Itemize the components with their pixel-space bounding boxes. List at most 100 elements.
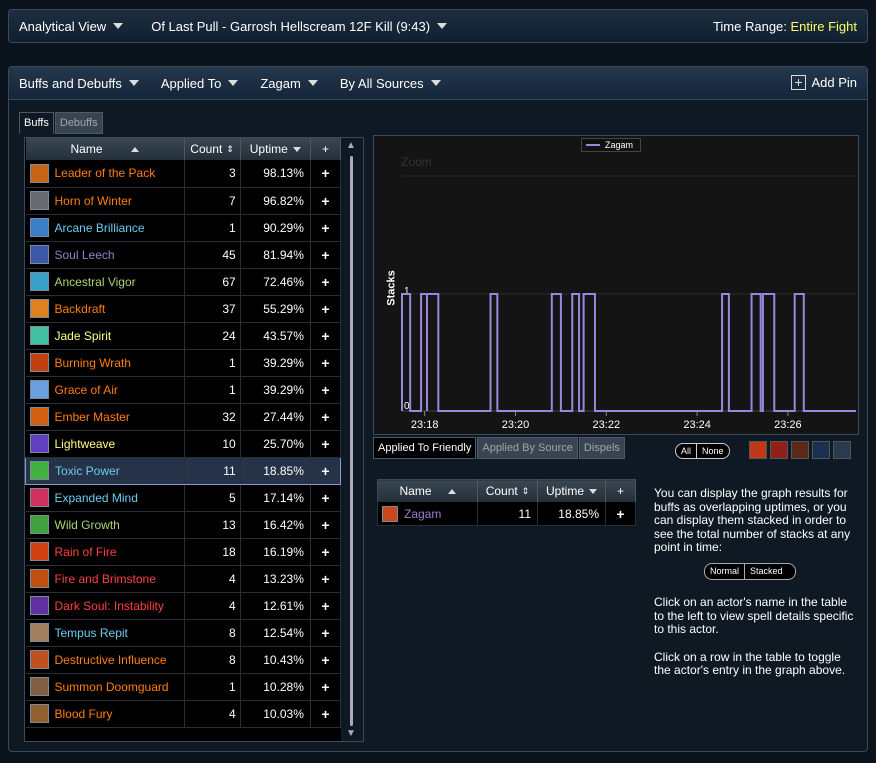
buff-name[interactable]: Lightweave (54, 436, 116, 451)
add-buff-button[interactable]: + (310, 295, 342, 323)
actor-row[interactable]: Zagam 11 18.85% + (377, 501, 636, 526)
buff-row[interactable]: Leader of the Pack 3 98.13% + (25, 160, 342, 188)
buff-row[interactable]: Fire and Brimstone 4 13.23% + (25, 565, 342, 593)
buff-name[interactable]: Burning Wrath (54, 355, 131, 370)
buff-name[interactable]: Arcane Brilliance (54, 220, 145, 235)
mode-dropdown[interactable]: Buffs and Debuffs (9, 76, 139, 91)
add-buff-button[interactable]: + (310, 214, 342, 242)
buff-name[interactable]: Leader of the Pack (54, 166, 156, 181)
tab-buffs[interactable]: Buffs (19, 112, 54, 134)
add-buff-button[interactable]: + (310, 376, 342, 404)
tab-debuffs[interactable]: Debuffs (54, 112, 103, 134)
flame-icon[interactable] (770, 441, 788, 459)
buff-name[interactable]: Ember Master (54, 409, 130, 424)
actor-name[interactable]: Zagam (404, 506, 442, 521)
add-buff-button[interactable]: + (310, 484, 342, 512)
buff-row[interactable]: Burning Wrath 1 39.29% + (25, 349, 342, 377)
scroll-thumb[interactable] (350, 156, 353, 726)
buff-name[interactable]: Horn of Winter (54, 193, 132, 208)
buff-name[interactable]: Ancestral Vigor (54, 274, 136, 289)
name-column-header[interactable]: Name (25, 138, 185, 160)
count-column-header[interactable]: Count ⇕ (184, 138, 241, 160)
actor-count-header[interactable]: Count ⇕ (477, 479, 538, 502)
add-buff-button[interactable]: + (310, 241, 342, 269)
tab-applied-to-friendly[interactable]: Applied To Friendly (373, 437, 477, 459)
buff-row[interactable]: Destructive Influence 8 10.43% + (25, 646, 342, 674)
add-buff-button[interactable]: + (310, 349, 342, 377)
buff-name[interactable]: Toxic Power (55, 463, 120, 478)
add-buff-button[interactable]: + (310, 565, 342, 593)
buff-name[interactable]: Dark Soul: Instability (54, 598, 164, 613)
buff-row[interactable]: Tempus Repit 8 12.54% + (25, 619, 342, 647)
actor-uptime-header[interactable]: Uptime (537, 479, 606, 502)
buff-row[interactable]: Soul Leech 45 81.94% + (25, 241, 342, 269)
actor-plus-header[interactable]: + (605, 479, 636, 502)
applied-to-dropdown[interactable]: Applied To (151, 76, 239, 91)
scroll-up-icon[interactable]: ▲ (346, 140, 356, 151)
add-actor-button[interactable]: + (605, 501, 636, 526)
buff-row[interactable]: Lightweave 10 25.70% + (25, 430, 342, 458)
uptime-column-header[interactable]: Uptime (240, 138, 311, 160)
buff-name[interactable]: Tempus Repit (54, 625, 128, 640)
buff-name[interactable]: Soul Leech (54, 247, 115, 262)
add-buff-button[interactable]: + (310, 646, 342, 674)
buff-name[interactable]: Summon Doomguard (54, 679, 169, 694)
tab-dispels[interactable]: Dispels (578, 437, 625, 459)
buff-row[interactable]: Jade Spirit 24 43.57% + (25, 322, 342, 350)
all-button[interactable]: All (681, 446, 692, 456)
buff-row[interactable]: Arcane Brilliance 1 90.29% + (25, 214, 342, 242)
buff-row[interactable]: Wild Growth 13 16.42% + (25, 511, 342, 539)
add-buff-button[interactable]: + (310, 268, 342, 296)
buff-row[interactable]: Grace of Air 1 39.29% + (25, 376, 342, 404)
tab-applied-by-source[interactable]: Applied By Source (477, 437, 578, 459)
buff-name[interactable]: Rain of Fire (54, 544, 117, 559)
buff-name[interactable]: Expanded Mind (54, 490, 138, 505)
scrollbar[interactable]: ▲ ▼ (341, 138, 363, 741)
buff-name[interactable]: Wild Growth (54, 517, 120, 532)
fight-dropdown[interactable]: Of Last Pull - Garrosh Hellscream 12F Ki… (123, 19, 448, 34)
add-buff-button[interactable]: + (310, 160, 342, 188)
add-buff-button[interactable]: + (310, 322, 342, 350)
nature-icon[interactable] (833, 441, 851, 459)
buff-row[interactable]: Blood Fury 4 10.03% + (25, 700, 342, 728)
buff-name[interactable]: Grace of Air (54, 382, 118, 397)
actor-dropdown[interactable]: Zagam (250, 76, 318, 91)
actor-name-header[interactable]: Name (377, 479, 478, 502)
add-buff-button[interactable]: + (310, 456, 342, 485)
buff-row[interactable]: Dark Soul: Instability 4 12.61% + (25, 592, 342, 620)
add-buff-button[interactable]: + (310, 538, 342, 566)
normal-button[interactable]: Normal (710, 565, 740, 576)
buff-name[interactable]: Fire and Brimstone (54, 571, 156, 586)
buff-row[interactable]: Rain of Fire 18 16.19% + (25, 538, 342, 566)
buff-row[interactable]: Toxic Power 11 18.85% + (25, 456, 342, 485)
add-buff-button[interactable]: + (310, 511, 342, 539)
plus-column-header[interactable]: + (310, 138, 342, 160)
buff-row[interactable]: Expanded Mind 5 17.14% + (25, 484, 342, 512)
stacked-button[interactable]: Stacked (744, 563, 788, 579)
buff-name[interactable]: Jade Spirit (54, 328, 112, 343)
chart-legend[interactable]: Zagam (581, 138, 641, 152)
fire-icon[interactable] (749, 441, 767, 459)
none-button[interactable]: None (696, 444, 729, 458)
add-buff-button[interactable]: + (310, 619, 342, 647)
buff-name[interactable]: Blood Fury (54, 706, 113, 721)
buff-row[interactable]: Ember Master 32 27.44% + (25, 403, 342, 431)
add-buff-button[interactable]: + (310, 700, 342, 728)
buff-name[interactable]: Backdraft (54, 301, 106, 316)
add-buff-button[interactable]: + (310, 430, 342, 458)
add-buff-button[interactable]: + (310, 403, 342, 431)
add-buff-button[interactable]: + (310, 673, 342, 701)
add-pin-button[interactable]: Add Pin (791, 75, 857, 90)
frost-icon[interactable] (812, 441, 830, 459)
buff-name[interactable]: Destructive Influence (54, 652, 167, 667)
add-buff-button[interactable]: + (310, 187, 342, 215)
buff-row[interactable]: Backdraft 37 55.29% + (25, 295, 342, 323)
shadow-icon[interactable] (791, 441, 809, 459)
view-dropdown[interactable]: Analytical View (9, 19, 124, 34)
buff-row[interactable]: Horn of Winter 7 96.82% + (25, 187, 342, 215)
scroll-down-icon[interactable]: ▼ (346, 728, 356, 739)
time-range[interactable]: Time Range: Entire Fight (712, 18, 857, 34)
buff-row[interactable]: Ancestral Vigor 67 72.46% + (25, 268, 342, 296)
buff-row[interactable]: Summon Doomguard 1 10.28% + (25, 673, 342, 701)
sources-dropdown[interactable]: By All Sources (330, 76, 441, 91)
